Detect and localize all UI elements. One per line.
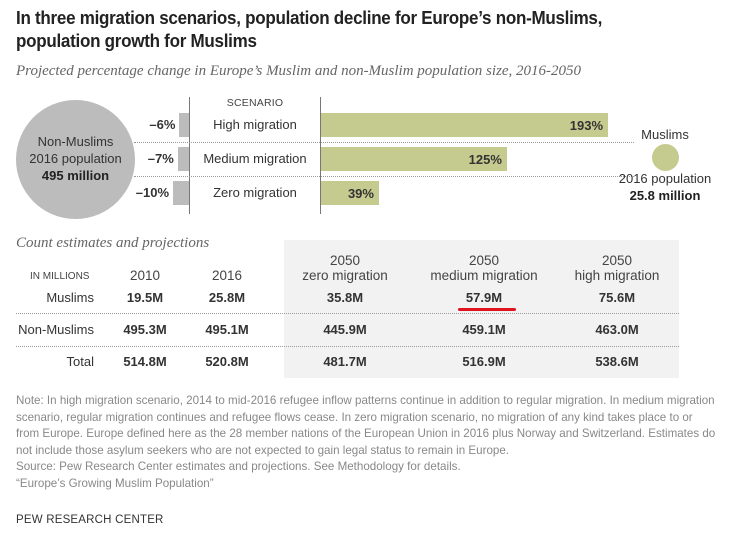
non-muslim-population-circle xyxy=(16,100,135,219)
muslim-legend-year: 2016 population xyxy=(618,171,712,186)
table-row-divider xyxy=(16,313,679,314)
table-row-label: Muslims xyxy=(46,290,94,305)
table-cell: 538.6M xyxy=(595,354,639,369)
row-divider xyxy=(134,142,634,143)
chart-title: In three migration scenarios, population… xyxy=(16,6,715,52)
non-muslim-bar-label: –10% xyxy=(135,185,169,200)
highlight-underline xyxy=(458,308,516,311)
table-section-title: Count estimates and projections xyxy=(16,235,210,251)
table-cell: 19.5M xyxy=(126,290,164,305)
column-header-scenario: medium migration xyxy=(430,268,538,283)
table-cell: 516.9M xyxy=(462,354,506,369)
muslim-bar xyxy=(321,181,379,205)
chart-subtitle: Projected percentage change in Europe’s … xyxy=(16,63,582,79)
table-cell: 75.6M xyxy=(598,290,636,305)
scenario-label: High migration xyxy=(213,117,297,132)
muslim-bar-label: 39% xyxy=(347,186,374,201)
row-divider xyxy=(134,176,634,177)
column-header-scenario: high migration xyxy=(574,268,660,283)
non-muslim-bar xyxy=(173,181,189,205)
muslim-bar xyxy=(321,147,507,171)
column-header-year: 2050 xyxy=(468,253,500,268)
chart-title-line-1: In three migration scenarios, population… xyxy=(16,7,603,28)
non-muslim-legend-year: 2016 population xyxy=(29,151,122,166)
muslim-bar-label: 125% xyxy=(468,152,502,167)
column-header-year: 2050 xyxy=(601,253,633,268)
table-cell: 495.1M xyxy=(205,322,249,337)
column-header-scenario: zero migration xyxy=(302,268,388,283)
non-muslim-bar-label: –7% xyxy=(147,151,174,166)
non-muslim-bar xyxy=(179,113,189,137)
pew-research-logo-text: PEW RESEARCH CENTER xyxy=(16,514,164,526)
table-row-divider xyxy=(16,346,679,347)
table-cell: 463.0M xyxy=(595,322,639,337)
units-label: IN MILLIONS xyxy=(30,271,90,282)
table-row-label: Total xyxy=(66,354,94,369)
note-text: Note: In high migration scenario, 2014 t… xyxy=(16,394,716,457)
table-cell: 35.8M xyxy=(326,290,364,305)
table-cell: 445.9M xyxy=(323,322,367,337)
muslim-legend-value: 25.8 million xyxy=(629,188,701,203)
table-cell: 25.8M xyxy=(208,290,246,305)
non-muslim-legend-value: 495 million xyxy=(41,168,110,183)
source-text: Source: Pew Research Center estimates an… xyxy=(16,460,461,474)
chart-title-line-2: population growth for Muslims xyxy=(16,30,257,51)
non-muslim-bar-label: –6% xyxy=(149,117,176,132)
non-muslim-axis-line xyxy=(189,97,190,214)
non-muslim-bar xyxy=(177,147,189,171)
table-cell: 459.1M xyxy=(462,322,506,337)
report-title: “Europe’s Growing Muslim Population” xyxy=(16,476,214,490)
muslim-population-circle xyxy=(652,144,679,171)
table-cell: 514.8M xyxy=(123,354,167,369)
table-cell: 495.3M xyxy=(123,322,167,337)
column-header-year: 2050 xyxy=(329,253,361,268)
table-cell: 481.7M xyxy=(323,354,367,369)
table-row-label: Non-Muslims xyxy=(18,322,94,337)
muslim-legend-label: Muslims xyxy=(641,127,689,142)
scenario-label: Zero migration xyxy=(213,185,297,200)
column-header-year: 2016 xyxy=(211,268,243,283)
scenario-column-header: SCENARIO xyxy=(226,97,284,109)
scenario-label: Medium migration xyxy=(203,151,307,166)
muslim-bar-label: 193% xyxy=(569,118,603,133)
table-cell: 57.9M xyxy=(465,290,503,305)
muslim-axis-line xyxy=(320,97,321,214)
table-cell: 520.8M xyxy=(205,354,249,369)
column-header-year: 2010 xyxy=(129,268,161,283)
muslim-bar xyxy=(321,113,608,137)
non-muslim-legend-text: Non-Muslims 2016 population 495 million xyxy=(16,133,135,184)
non-muslim-legend-label: Non-Muslims xyxy=(37,134,114,149)
notes-block: Note: In high migration scenario, 2014 t… xyxy=(16,393,716,493)
